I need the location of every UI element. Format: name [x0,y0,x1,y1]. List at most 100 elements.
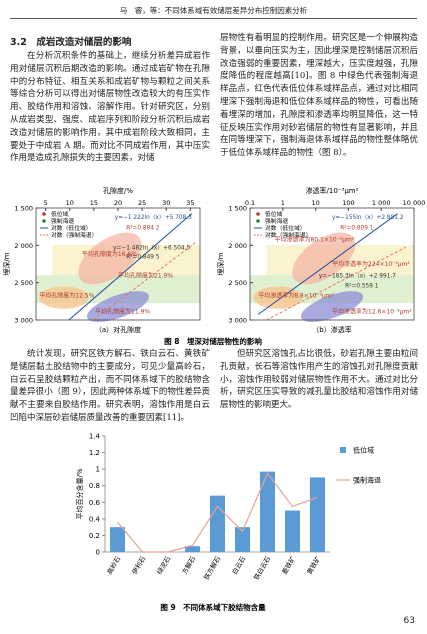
x-tick-label: 20 [114,199,122,207]
legend-symbol [340,447,346,453]
x-tick-label: 黄铁矿 [305,554,323,576]
trend-line [266,246,407,321]
y-tick-label: 0.6 [89,499,101,507]
cluster-red [78,232,142,285]
x-tick-label: 菱铁矿 [280,554,298,576]
legend-label: 强制海退 [51,217,74,225]
legend-label: 低位域 [353,446,374,455]
y-tick-label: 0.8 [89,482,100,490]
y-axis-label: 平均百分含量/% [75,468,84,519]
page-number: 63 [403,616,415,626]
bar [110,527,125,552]
annotation: 平均孔隙度为21.9% [118,271,173,279]
y-tick-label: 1.4 [89,433,101,441]
legend-symbol [256,219,260,223]
figure-8: 5 10 15 20 25 30 35 1 500 2 000 2 500 3 000 孔隙度/% 埋深… [2,186,426,346]
trend-line [257,213,398,315]
running-title: 马 睿，等：不同体系域有效储层差异分布控制因素分析 [119,6,308,15]
legend-label: 对数（强制海退） [265,231,311,239]
annotation: 平均渗透率为12.6×10⁻³μm² [332,307,412,315]
panel-label: （a）对孔隙度 [95,325,141,334]
x-tick-label: 高岭石 [105,554,123,576]
annotation: 平均孔隙度为11.9% [95,307,150,315]
annotation: 平均渗透率为8.8×10⁻³μm² [258,292,334,300]
legend-symbol [256,212,260,216]
equation: R²=0.884 2 [126,224,160,231]
y-axis-label: 埋深/m [2,252,11,275]
y-tick-label: 0.4 [89,515,101,523]
y-tick-label: 2 500 [228,279,247,287]
x-tick-label: 铁方解石 [201,554,222,581]
annotation: 平均渗透率为224×10⁻³μm² [332,260,410,268]
equation: R²=0.809 1 [340,224,374,231]
x-tick-label: 10 [66,199,74,207]
bar [235,527,250,552]
x-tick-label: 30 [162,199,170,207]
cluster-blue [86,291,150,322]
legend-label: 对数（强制海退） [51,231,97,239]
x-tick-label: 15 [90,199,98,207]
equation: y=−155ln（x）+2 881.2 [332,214,404,221]
x-axis-label: 孔隙度/% [103,186,133,195]
legend-label: 低位域 [265,210,283,218]
paragraph: 统计发现，研究区铁方解石、铁白云石、黄铁矿是储层黏土胶结物中的主要成分，可见少量… [10,349,210,423]
x-tick-label: 5 [44,199,48,207]
x-tick-label: 伊利石 [130,554,148,576]
y-tick-label: 2 500 [14,279,33,287]
y-axis-label: 埋深/m [216,252,225,275]
cluster-blue [300,291,364,322]
y-tick-label: 1 [96,466,100,474]
legend-label: 对数（低位域） [51,224,92,232]
x-tick-label: 0.1 [245,199,255,207]
trend-line [93,241,198,321]
x-tick-label: 10 [311,199,319,207]
equation: y=−185.3ln（x）+2 991.7 [319,272,396,279]
line [117,472,318,553]
cluster-orange [253,286,303,309]
figure-caption: 图 8 埋深对储层物性的影响 [164,336,262,346]
y-tick-label: 2 000 [14,242,33,250]
y-tick-label: 0.2 [89,532,100,540]
x-tick-label: 1 [281,199,285,207]
x-tick-label: 铁白云石 [251,554,272,581]
legend-symbol [42,219,46,223]
trend-line [68,213,193,321]
annotation: 平均孔隙度为12.5% [39,292,94,300]
x-tick-label: 1 000 [372,199,391,207]
bar [310,477,325,552]
legend-label: 强制海退 [353,476,381,485]
y-tick-label: 3 000 [228,317,247,325]
header-rule [10,18,417,19]
x-tick-label: 绿泥石 [155,554,173,576]
y-tick-label: 1.2 [89,449,100,457]
x-tick-label: 10 000 [403,199,426,207]
legend-label: 对数（低位域） [265,224,306,232]
equation: y=−1 482ln（x）+6 504.5 [113,244,190,251]
y-tick-label: 1 500 [228,205,247,213]
y-tick-label: 0 [96,549,100,557]
bar [260,471,275,552]
cluster-orange [39,286,89,309]
y-tick-label: 1 500 [14,205,33,213]
x-tick-label: 35 [186,199,194,207]
cluster-red [292,232,356,285]
equation: R²=0.849 5 [126,253,160,260]
x-tick-label: 白云石 [230,554,248,576]
panel-label: （b）渗透率 [312,325,351,334]
figure-9: 0 0.2 0.4 0.6 0.8 1 1.2 1.4 平均百分含量/% 高岭石 伊利石 绿泥石 方解石… [75,433,381,613]
bar [185,546,200,552]
figure-caption: 图 9 不同体系域下胶结物含量 [160,602,266,612]
x-tick-label: 25 [138,199,146,207]
y-tick-label: 3 000 [14,317,33,325]
section-title: 3.2 成岩改造对储层的影响 [10,37,132,48]
y-tick-label: 2 000 [228,242,247,250]
paragraph: 但研究区溶蚀孔占比很低，砂岩孔隙主要由粒间孔贡献，长石等溶蚀作用产生的溶蚀孔对孔… [220,349,418,411]
legend-symbol [42,212,46,216]
legend-label: 低位域 [51,210,69,218]
x-axis-label: 渗透率/10⁻³μm² [306,186,359,195]
x-tick-label: 方解石 [180,554,198,576]
legend-label: 强制海退 [265,217,288,225]
annotation: 平均孔隙度为16.6% [82,250,137,258]
paragraph: 层物性有着明显的控制作用。研究区是一个伸展构造背景，以垂向压实为主，因此埋深是控… [220,33,418,159]
